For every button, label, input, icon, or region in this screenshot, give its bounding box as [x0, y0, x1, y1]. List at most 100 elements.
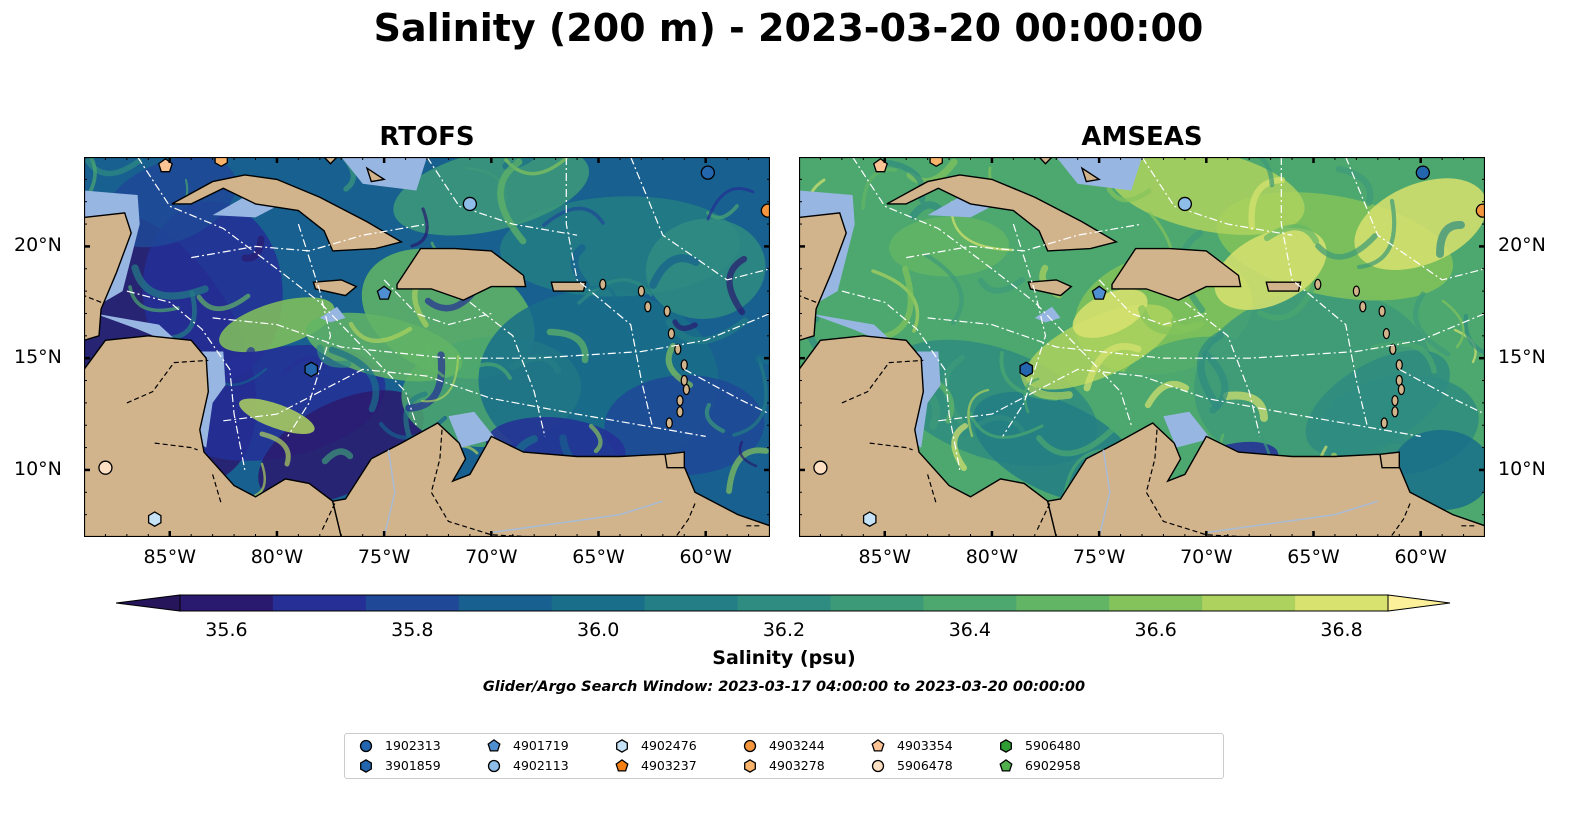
colorbar-bin [1109, 595, 1203, 611]
island [1397, 383, 1405, 396]
latitude-label: 10°N [1498, 457, 1546, 480]
eez-boundary [938, 368, 1421, 437]
land-bahamas1 [323, 157, 338, 165]
longitude-label: 70°W [465, 546, 518, 568]
marker-1902313 [700, 165, 715, 180]
marker-4902476 [862, 511, 877, 527]
land-yucatan [799, 212, 847, 342]
salinity-filament [169, 290, 197, 341]
longitude-label: 85°W [143, 546, 196, 568]
legend-label: 5906480 [1025, 738, 1081, 753]
salinity-filament [1413, 291, 1451, 357]
map-rtofs [84, 157, 770, 537]
legend-marker-hexagon-icon [744, 758, 756, 773]
land-hispaniola [1111, 247, 1242, 301]
salinity-filament [726, 447, 769, 494]
latitude-label: 15°N [1498, 346, 1546, 369]
colorbar-bin [1202, 595, 1296, 611]
island [1352, 285, 1360, 297]
colorbar-bin [644, 595, 738, 611]
eez-boundary [1098, 279, 1207, 326]
eez-boundary [212, 312, 770, 359]
river [383, 449, 396, 537]
salinity-patch [1305, 350, 1450, 456]
longitude-label: 80°W [250, 546, 304, 568]
colorbar-bin [1016, 595, 1110, 611]
island [644, 301, 652, 313]
eez-boundary [1184, 301, 1261, 437]
eez-boundary [906, 223, 1143, 259]
country-border [1036, 503, 1051, 531]
salinity-filament [589, 285, 617, 301]
island [1389, 343, 1397, 355]
salinity-filament [410, 207, 429, 248]
colorbar-bin [365, 595, 460, 611]
eez-boundary [841, 290, 961, 471]
legend-item: 4902113 [485, 758, 569, 773]
legend-marker-circle-icon [743, 739, 757, 752]
salinity-filament [1256, 157, 1275, 188]
marker-5906480 [1000, 738, 1012, 753]
eez-boundary [383, 279, 492, 326]
country-border [430, 429, 535, 537]
colorbar-bin [180, 595, 274, 611]
colorbar-bin [830, 595, 924, 611]
legend-label: 1902313 [385, 738, 441, 753]
salinity-patch [1392, 429, 1485, 510]
panel-title-amseas: AMSEAS [1081, 122, 1203, 152]
salinity-filament [1202, 350, 1229, 414]
island [663, 305, 671, 317]
shallow-shelf [341, 157, 427, 191]
legend-item: 4903244 [741, 738, 825, 753]
legend-label: 4903244 [769, 738, 825, 753]
country-border [799, 295, 817, 303]
marker-4901719 [376, 285, 392, 300]
eez-boundary [1280, 157, 1368, 426]
land-southAmerica [331, 422, 770, 537]
legend-marker-pentagon-icon [615, 758, 629, 772]
island [1380, 417, 1388, 429]
salinity-filament [259, 431, 291, 467]
legend-label: 4903237 [641, 758, 697, 773]
salinity-filament [1441, 299, 1465, 349]
marker-4901719 [1091, 285, 1107, 300]
island [676, 406, 684, 418]
legend-marker-hexagon-icon [1000, 738, 1012, 753]
marker-4901719 [487, 738, 501, 752]
longitude-label: 80°W [965, 546, 1019, 568]
salinity-filament [328, 346, 380, 413]
salinity-filament [1144, 381, 1190, 409]
longitude-label: 60°W [679, 546, 732, 568]
river [491, 500, 664, 534]
river [1206, 500, 1379, 534]
salinity-filament [877, 266, 914, 341]
latitude-label: 10°N [14, 457, 62, 480]
land-cuba [171, 174, 404, 252]
colorbar-bin [1295, 595, 1389, 611]
salinity-filament [1023, 377, 1040, 414]
salinity-filament [704, 402, 726, 434]
country-border [675, 503, 696, 537]
land-puertoRico [1265, 281, 1302, 292]
marker-4903244 [1475, 203, 1485, 218]
island [667, 327, 675, 340]
colorbar-tick-label: 35.8 [391, 619, 434, 641]
longitude-label: 75°W [357, 546, 411, 568]
colorbar-tick-label: 35.6 [205, 619, 248, 641]
colorbar-bin [923, 595, 1017, 611]
island [1395, 359, 1403, 371]
salinity-filament [1106, 186, 1152, 203]
country-border [927, 474, 937, 504]
legend-item: 4903354 [869, 738, 953, 753]
longitude-label: 65°W [1287, 546, 1340, 568]
figure-title: Salinity (200 m) - 2023-03-20 00:00:00 [373, 6, 1204, 50]
salinity-filament [672, 319, 698, 331]
map-amseas [799, 157, 1485, 537]
marker-3901859 [360, 758, 372, 773]
longitude-label: 70°W [1180, 546, 1233, 568]
legend-label: 4902476 [641, 738, 697, 753]
salinity-filament [726, 255, 748, 316]
marker-4903278 [214, 157, 228, 168]
latitude-label: 20°N [1498, 234, 1546, 257]
island [665, 417, 673, 429]
